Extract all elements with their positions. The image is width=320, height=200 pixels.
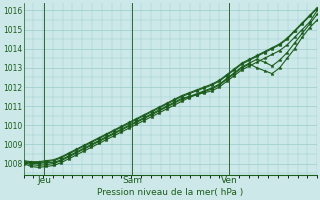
X-axis label: Pression niveau de la mer( hPa ): Pression niveau de la mer( hPa ) [97,188,244,197]
